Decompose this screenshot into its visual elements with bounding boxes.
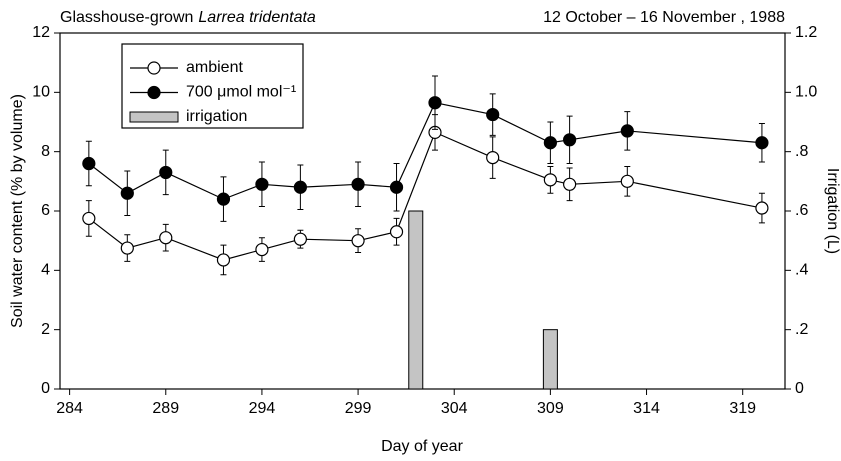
data-point (351, 177, 365, 191)
data-point (428, 96, 442, 110)
y2-tick-label: 0 (795, 380, 804, 397)
x-tick-label: 289 (152, 400, 179, 417)
y2-tick-label: .6 (795, 202, 808, 219)
x-tick-label: 299 (345, 400, 372, 417)
y2-tick-label: .8 (795, 143, 808, 160)
data-point (82, 156, 96, 171)
y-tick-label: 6 (41, 202, 50, 219)
x-tick-label: 294 (249, 400, 276, 417)
series-line (88, 131, 763, 261)
y2-tick-label: 1.2 (795, 24, 817, 41)
title-species: Larrea tridentata (198, 9, 316, 26)
y-tick-label: 10 (32, 84, 50, 101)
legend: ambient 700 μmol mol⁻¹ irrigation (121, 43, 304, 129)
data-point (563, 177, 577, 191)
data-point (389, 225, 404, 239)
y2-axis-label: Irrigation (L) (824, 168, 841, 254)
x-tick-label: 284 (56, 400, 83, 417)
legend-label: 700 μmol mol⁻¹ (186, 84, 296, 101)
x-tick-label: 314 (633, 400, 660, 417)
data-point (255, 242, 269, 257)
legend-marker (147, 85, 161, 100)
irrigation-bar (542, 329, 558, 390)
data-point (389, 180, 404, 194)
data-point (255, 177, 269, 191)
y-tick-label: 0 (41, 380, 50, 397)
y-tick-label: 8 (41, 143, 50, 160)
y-tick-label: 4 (41, 262, 50, 279)
data-point (755, 136, 769, 150)
x-tick-label: 309 (537, 400, 564, 417)
y-axis-label: Soil water content (% by volume) (9, 94, 26, 328)
data-point (543, 173, 557, 187)
x-tick-label: 304 (441, 400, 468, 417)
data-point (755, 201, 769, 215)
data-point (563, 133, 577, 147)
irrigation-bar (408, 210, 424, 390)
data-point (620, 124, 634, 138)
chart-title: Glasshouse-grown Larrea tridentata (60, 9, 316, 26)
data-point (82, 211, 96, 226)
legend-marker (147, 61, 161, 75)
data-point (216, 192, 231, 206)
legend-swatch (129, 111, 179, 123)
data-point (120, 241, 134, 255)
data-point (293, 232, 307, 246)
legend-label: irrigation (186, 108, 247, 125)
data-point (293, 180, 307, 194)
data-point (120, 186, 134, 200)
data-point (159, 165, 173, 180)
y2-tick-label: 1.0 (795, 84, 817, 101)
y-tick-label: 12 (32, 24, 50, 41)
data-point (543, 136, 557, 150)
date-range: 12 October – 16 November , 1988 (543, 9, 785, 26)
data-point (159, 231, 173, 245)
x-axis-label: Day of year (381, 438, 463, 455)
title-text: Glasshouse-grown (60, 9, 193, 26)
legend-label: ambient (186, 59, 243, 76)
y2-tick-label: .2 (795, 321, 808, 338)
data-point (486, 151, 500, 165)
data-point (216, 253, 231, 267)
data-point (486, 107, 500, 122)
data-point (351, 234, 365, 248)
y-tick-label: 2 (41, 321, 50, 338)
data-point (620, 174, 634, 188)
x-tick-label: 319 (729, 400, 756, 417)
y2-tick-label: .4 (795, 262, 808, 279)
